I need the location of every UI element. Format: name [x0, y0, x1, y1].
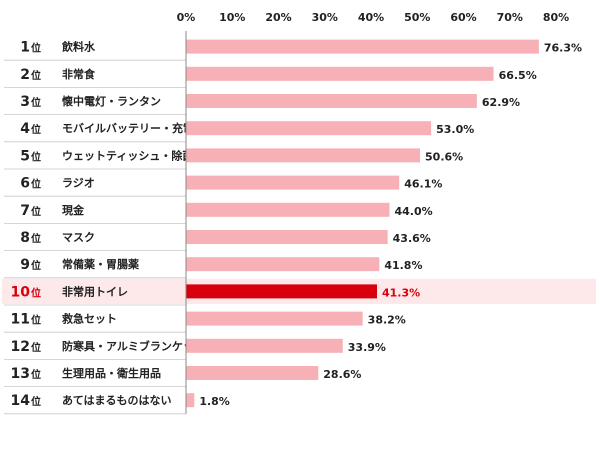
chart-row: 9 位 常備薬・胃腸薬 41.8% — [4, 257, 422, 279]
x-tick-label: 0% — [177, 11, 196, 24]
rank-number: 7 — [20, 203, 30, 219]
chart-rows: 1 位飲料水 76.3%2 位非常食 66.5%3 位懐中電灯・ランタン 62.9%4 位モバ… — [2, 39, 596, 415]
value-label: 76.3% — [544, 42, 582, 55]
chart-row: 6 位 ラジオ 46.1% — [4, 175, 442, 197]
rank-number: 1 — [20, 40, 30, 56]
chart-row: 8 位 マスク 43.6% — [4, 230, 431, 252]
category-label: 生理用品・衛生用品 — [62, 366, 161, 380]
value-label: 41.8% — [384, 259, 422, 272]
rank-number: 5 — [20, 148, 30, 164]
bar — [186, 393, 195, 408]
rank-suffix: 位 — [31, 314, 41, 327]
rank-number: 14 — [11, 393, 31, 409]
bar — [186, 284, 378, 299]
chart-row: 7 位 現金 44.0% — [4, 202, 433, 224]
rank-number: 4 — [20, 121, 30, 137]
bar — [186, 311, 363, 326]
rank-suffix: 位 — [31, 150, 41, 163]
chart-row: 3 位 懐中電灯・ランタン 62.9% — [4, 94, 520, 115]
value-label: 43.6% — [393, 232, 431, 245]
rank-suffix: 位 — [31, 259, 41, 272]
x-tick-label: 50% — [404, 11, 430, 24]
chart-row: 14 位 あてはまるものはない 1.8% — [4, 393, 230, 415]
rank-number: 6 — [20, 176, 30, 192]
chart-row: 12 位 防寒具・アルミブランケット 33.9% — [4, 338, 386, 360]
value-label: 38.2% — [368, 314, 406, 327]
rank-number: 13 — [11, 366, 30, 382]
bar — [186, 202, 390, 217]
bar — [186, 148, 421, 163]
rank-suffix: 位 — [31, 368, 41, 381]
chart-row: 2 位 非常食 66.5% — [4, 66, 537, 88]
value-label: 1.8% — [199, 395, 230, 408]
bar — [186, 230, 388, 244]
chart-row: 1 位 飲料水 76.3% — [4, 39, 582, 61]
value-label: 66.5% — [499, 69, 537, 82]
rank-suffix: 位 — [31, 205, 41, 218]
value-label: 46.1% — [404, 178, 442, 191]
bar — [186, 338, 343, 353]
category-label: 非常食 — [62, 67, 96, 81]
value-label: 53.0% — [436, 123, 474, 136]
chart-row: 13 位 生理用品・衛生用品 28.6% — [4, 366, 361, 388]
x-tick-label: 60% — [450, 11, 476, 24]
x-tick-label: 70% — [497, 11, 523, 24]
chart-row: 4 位 モバイルバッテリー・充電器 53.0% — [4, 121, 474, 143]
rank-suffix: 位 — [31, 69, 41, 82]
bar — [186, 121, 432, 136]
chart-row: 5 位 ウェットティッシュ・除菌シート 50.6% — [4, 148, 463, 170]
rank-suffix: 位 — [31, 123, 41, 136]
bar — [186, 39, 539, 54]
rank-number: 12 — [11, 339, 30, 355]
category-label: 現金 — [62, 203, 85, 217]
value-label: 28.6% — [323, 368, 361, 381]
chart-row: 10 位 非常用トイレ 41.3% — [2, 278, 596, 306]
rank-suffix: 位 — [31, 96, 41, 109]
bar — [186, 94, 477, 108]
category-label: マスク — [62, 231, 95, 244]
bar — [186, 366, 319, 380]
bar — [186, 257, 380, 272]
chart-row: 11 位 救急セット 38.2% — [4, 311, 406, 333]
x-tick-label: 80% — [543, 11, 569, 24]
rank-suffix: 位 — [31, 178, 41, 191]
value-label: 50.6% — [425, 150, 463, 163]
category-label: 常備薬・胃腸薬 — [62, 257, 140, 271]
bar — [186, 66, 494, 81]
x-axis-ticks: 0% 10% 20% 30% 40% 50% 60% 70% 80% — [177, 11, 570, 24]
category-label: あてはまるものはない — [62, 394, 172, 407]
rank-number: 9 — [20, 257, 30, 273]
rank-number: 8 — [20, 230, 30, 246]
category-label: モバイルバッテリー・充電器 — [62, 121, 206, 135]
rank-number: 10 — [11, 284, 31, 300]
category-label: ウェットティッシュ・除菌シート — [62, 148, 226, 162]
x-tick-label: 40% — [358, 11, 384, 24]
rank-suffix: 位 — [31, 341, 41, 354]
value-label: 44.0% — [395, 205, 433, 218]
rank-suffix: 位 — [31, 395, 41, 408]
rank-suffix: 位 — [31, 286, 41, 299]
bar — [186, 175, 400, 190]
x-tick-label: 20% — [265, 11, 291, 24]
value-label: 41.3% — [382, 286, 420, 299]
category-label: 懐中電灯・ランタン — [62, 94, 161, 108]
rank-number: 2 — [20, 67, 30, 83]
rank-number: 3 — [20, 94, 30, 110]
value-label: 33.9% — [348, 341, 386, 354]
category-label: 防寒具・アルミブランケット — [62, 339, 205, 353]
category-label: ラジオ — [62, 177, 95, 190]
category-label: 救急セット — [62, 312, 117, 326]
value-label: 62.9% — [482, 96, 520, 109]
rank-suffix: 位 — [31, 232, 41, 245]
rank-suffix: 位 — [31, 42, 41, 55]
x-tick-label: 30% — [312, 11, 338, 24]
category-label: 飲料水 — [61, 40, 96, 54]
rank-number: 11 — [11, 312, 30, 328]
x-tick-label: 10% — [219, 11, 245, 24]
category-label: 非常用トイレ — [62, 284, 128, 298]
